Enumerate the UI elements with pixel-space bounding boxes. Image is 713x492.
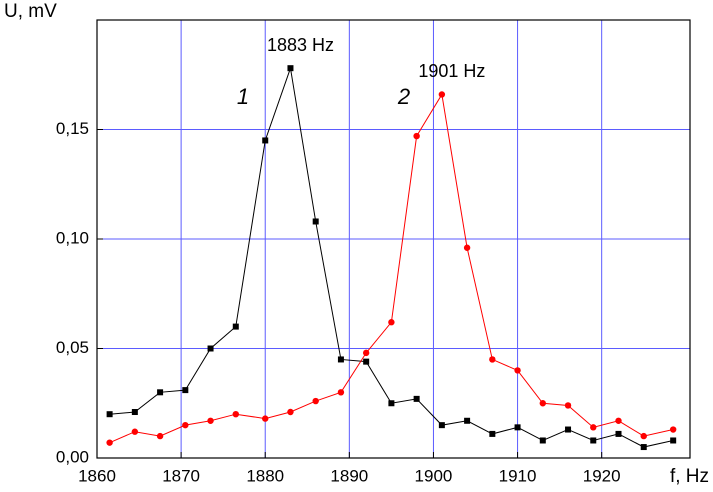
- y-tick-label: 0,10: [56, 228, 89, 247]
- marker: [131, 409, 138, 416]
- marker: [640, 432, 647, 440]
- marker: [615, 430, 622, 437]
- marker: [463, 244, 471, 251]
- y-axis-label: U, mV: [4, 1, 57, 22]
- y-tick-label: 0,15: [56, 119, 89, 138]
- marker: [156, 432, 164, 440]
- marker: [312, 218, 319, 225]
- series-label: 1: [237, 84, 249, 109]
- marker: [615, 417, 622, 424]
- x-tick-label: 1860: [78, 466, 116, 485]
- marker: [287, 65, 294, 72]
- marker: [514, 424, 521, 431]
- marker: [590, 437, 597, 444]
- marker: [232, 411, 239, 418]
- marker: [489, 430, 496, 437]
- marker: [388, 319, 395, 326]
- marker: [362, 349, 370, 357]
- marker: [182, 421, 189, 429]
- x-tick-label: 1890: [330, 466, 368, 485]
- x-tick-label: 1880: [246, 466, 284, 485]
- marker: [539, 400, 547, 407]
- marker: [106, 439, 113, 446]
- marker: [207, 345, 214, 352]
- marker: [590, 424, 597, 431]
- marker: [262, 415, 269, 422]
- marker: [388, 400, 395, 407]
- x-axis-label: f, Hz: [670, 466, 709, 487]
- marker: [413, 132, 420, 140]
- x-tick-label: 1910: [499, 466, 537, 485]
- marker: [262, 137, 269, 144]
- marker: [514, 367, 521, 374]
- marker: [438, 422, 445, 429]
- marker: [669, 426, 677, 433]
- marker: [106, 411, 113, 418]
- marker: [413, 395, 420, 402]
- marker: [287, 408, 294, 416]
- marker: [564, 402, 572, 409]
- marker: [539, 437, 546, 444]
- marker: [207, 417, 214, 424]
- marker: [670, 437, 677, 444]
- series-label: 2: [397, 84, 410, 109]
- y-tick-label: 0,05: [56, 338, 89, 357]
- marker: [337, 389, 345, 396]
- marker: [232, 323, 239, 330]
- marker: [337, 356, 344, 363]
- marker: [489, 356, 496, 363]
- marker: [565, 426, 572, 433]
- y-tick-label: 0,00: [56, 447, 89, 466]
- marker: [640, 444, 647, 451]
- x-tick-label: 1920: [583, 466, 621, 485]
- series-line: [109, 93, 674, 444]
- marker: [131, 428, 139, 435]
- annotation: 1901 Hz: [418, 61, 485, 81]
- marker: [312, 397, 319, 405]
- marker: [363, 358, 370, 365]
- annotation: 1883 Hz: [267, 35, 334, 55]
- x-tick-label: 1900: [415, 466, 453, 485]
- marker: [464, 417, 471, 424]
- marker: [438, 91, 446, 98]
- marker: [157, 389, 164, 396]
- series-line: [109, 68, 674, 448]
- x-tick-label: 1870: [162, 466, 200, 485]
- plot-frame: [96, 19, 691, 459]
- marker: [182, 387, 189, 394]
